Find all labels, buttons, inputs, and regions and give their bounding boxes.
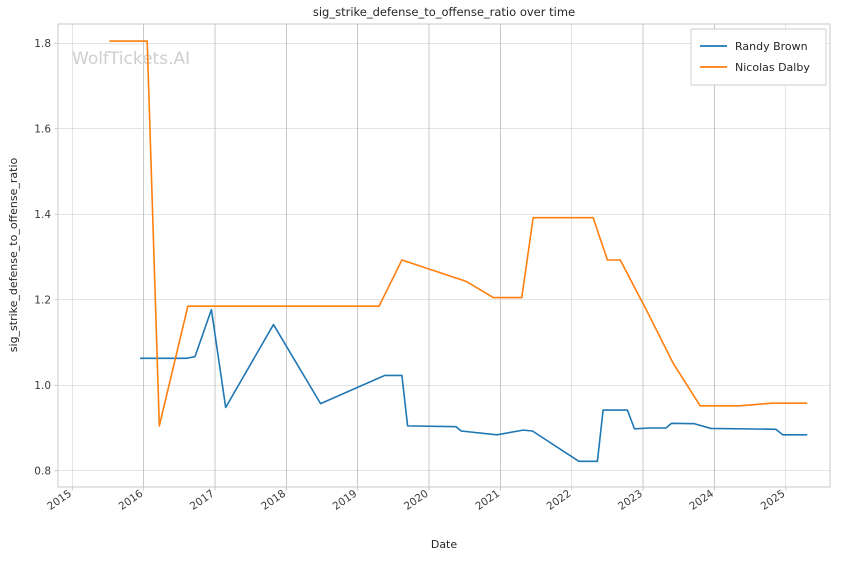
y-tick-label: 1.0 (34, 380, 51, 392)
plot-area-border (57, 23, 831, 488)
legend-background (690, 28, 827, 86)
watermark-text: WolfTickets.AI (72, 49, 190, 69)
plot-area-background (58, 24, 830, 487)
legend-label-0[interactable]: Randy Brown (735, 40, 808, 53)
y-axis-label: sig_strike_defense_to_offense_ratio (7, 158, 20, 353)
chart-legend[interactable]: Randy Brown Nicolas Dalby (690, 28, 827, 86)
chart-title: sig_strike_defense_to_offense_ratio over… (313, 5, 575, 19)
x-axis-label: Date (431, 538, 458, 551)
legend-label-1[interactable]: Nicolas Dalby (735, 61, 810, 74)
y-tick-label: 1.8 (34, 38, 51, 50)
y-tick-label: 1.6 (34, 123, 51, 135)
series-layer (109, 40, 808, 463)
series-line-0 (140, 308, 808, 463)
y-tick-label: 0.8 (34, 465, 51, 477)
y-tick-label: 1.2 (34, 294, 51, 306)
x-gridlines (71, 24, 787, 487)
y-tick-label: 1.4 (34, 209, 51, 221)
y-tick-labels: 0.8 1.0 1.2 1.4 1.6 1.8 (34, 38, 58, 477)
series-line-1 (109, 40, 808, 427)
